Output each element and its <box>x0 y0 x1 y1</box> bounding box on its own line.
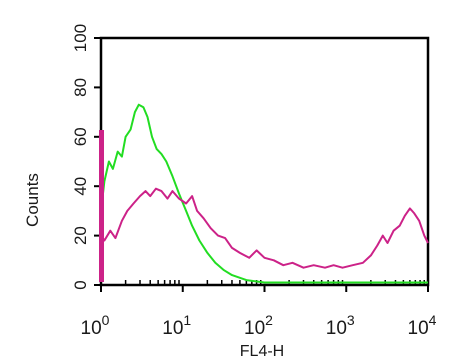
y-axis-ticks: 0 20 40 60 80 100 <box>71 24 101 290</box>
y-tick-label: 100 <box>71 24 90 52</box>
series-line-2 <box>100 187 429 269</box>
x-tick-label: 103 <box>326 312 355 339</box>
x-tick-label: 104 <box>408 312 437 339</box>
y-axis-title: Counts <box>23 173 42 227</box>
y-tick-label: 40 <box>71 177 90 196</box>
y-tick-label: 80 <box>71 78 90 97</box>
series-line-1 <box>100 103 428 284</box>
plot-frame <box>99 36 430 287</box>
y-tick-label: 0 <box>71 280 90 289</box>
x-tick-label: 102 <box>244 312 273 339</box>
x-tick-label: 100 <box>81 312 110 339</box>
x-axis-title: FL4-H <box>240 343 284 360</box>
y-tick-label: 20 <box>71 226 90 245</box>
x-axis-ticks: 100 101 102 103 104 <box>81 280 437 339</box>
series-group <box>100 103 429 284</box>
x-tick-label: 101 <box>162 312 191 339</box>
left-axis-bar <box>99 130 104 282</box>
y-tick-label: 60 <box>71 127 90 146</box>
